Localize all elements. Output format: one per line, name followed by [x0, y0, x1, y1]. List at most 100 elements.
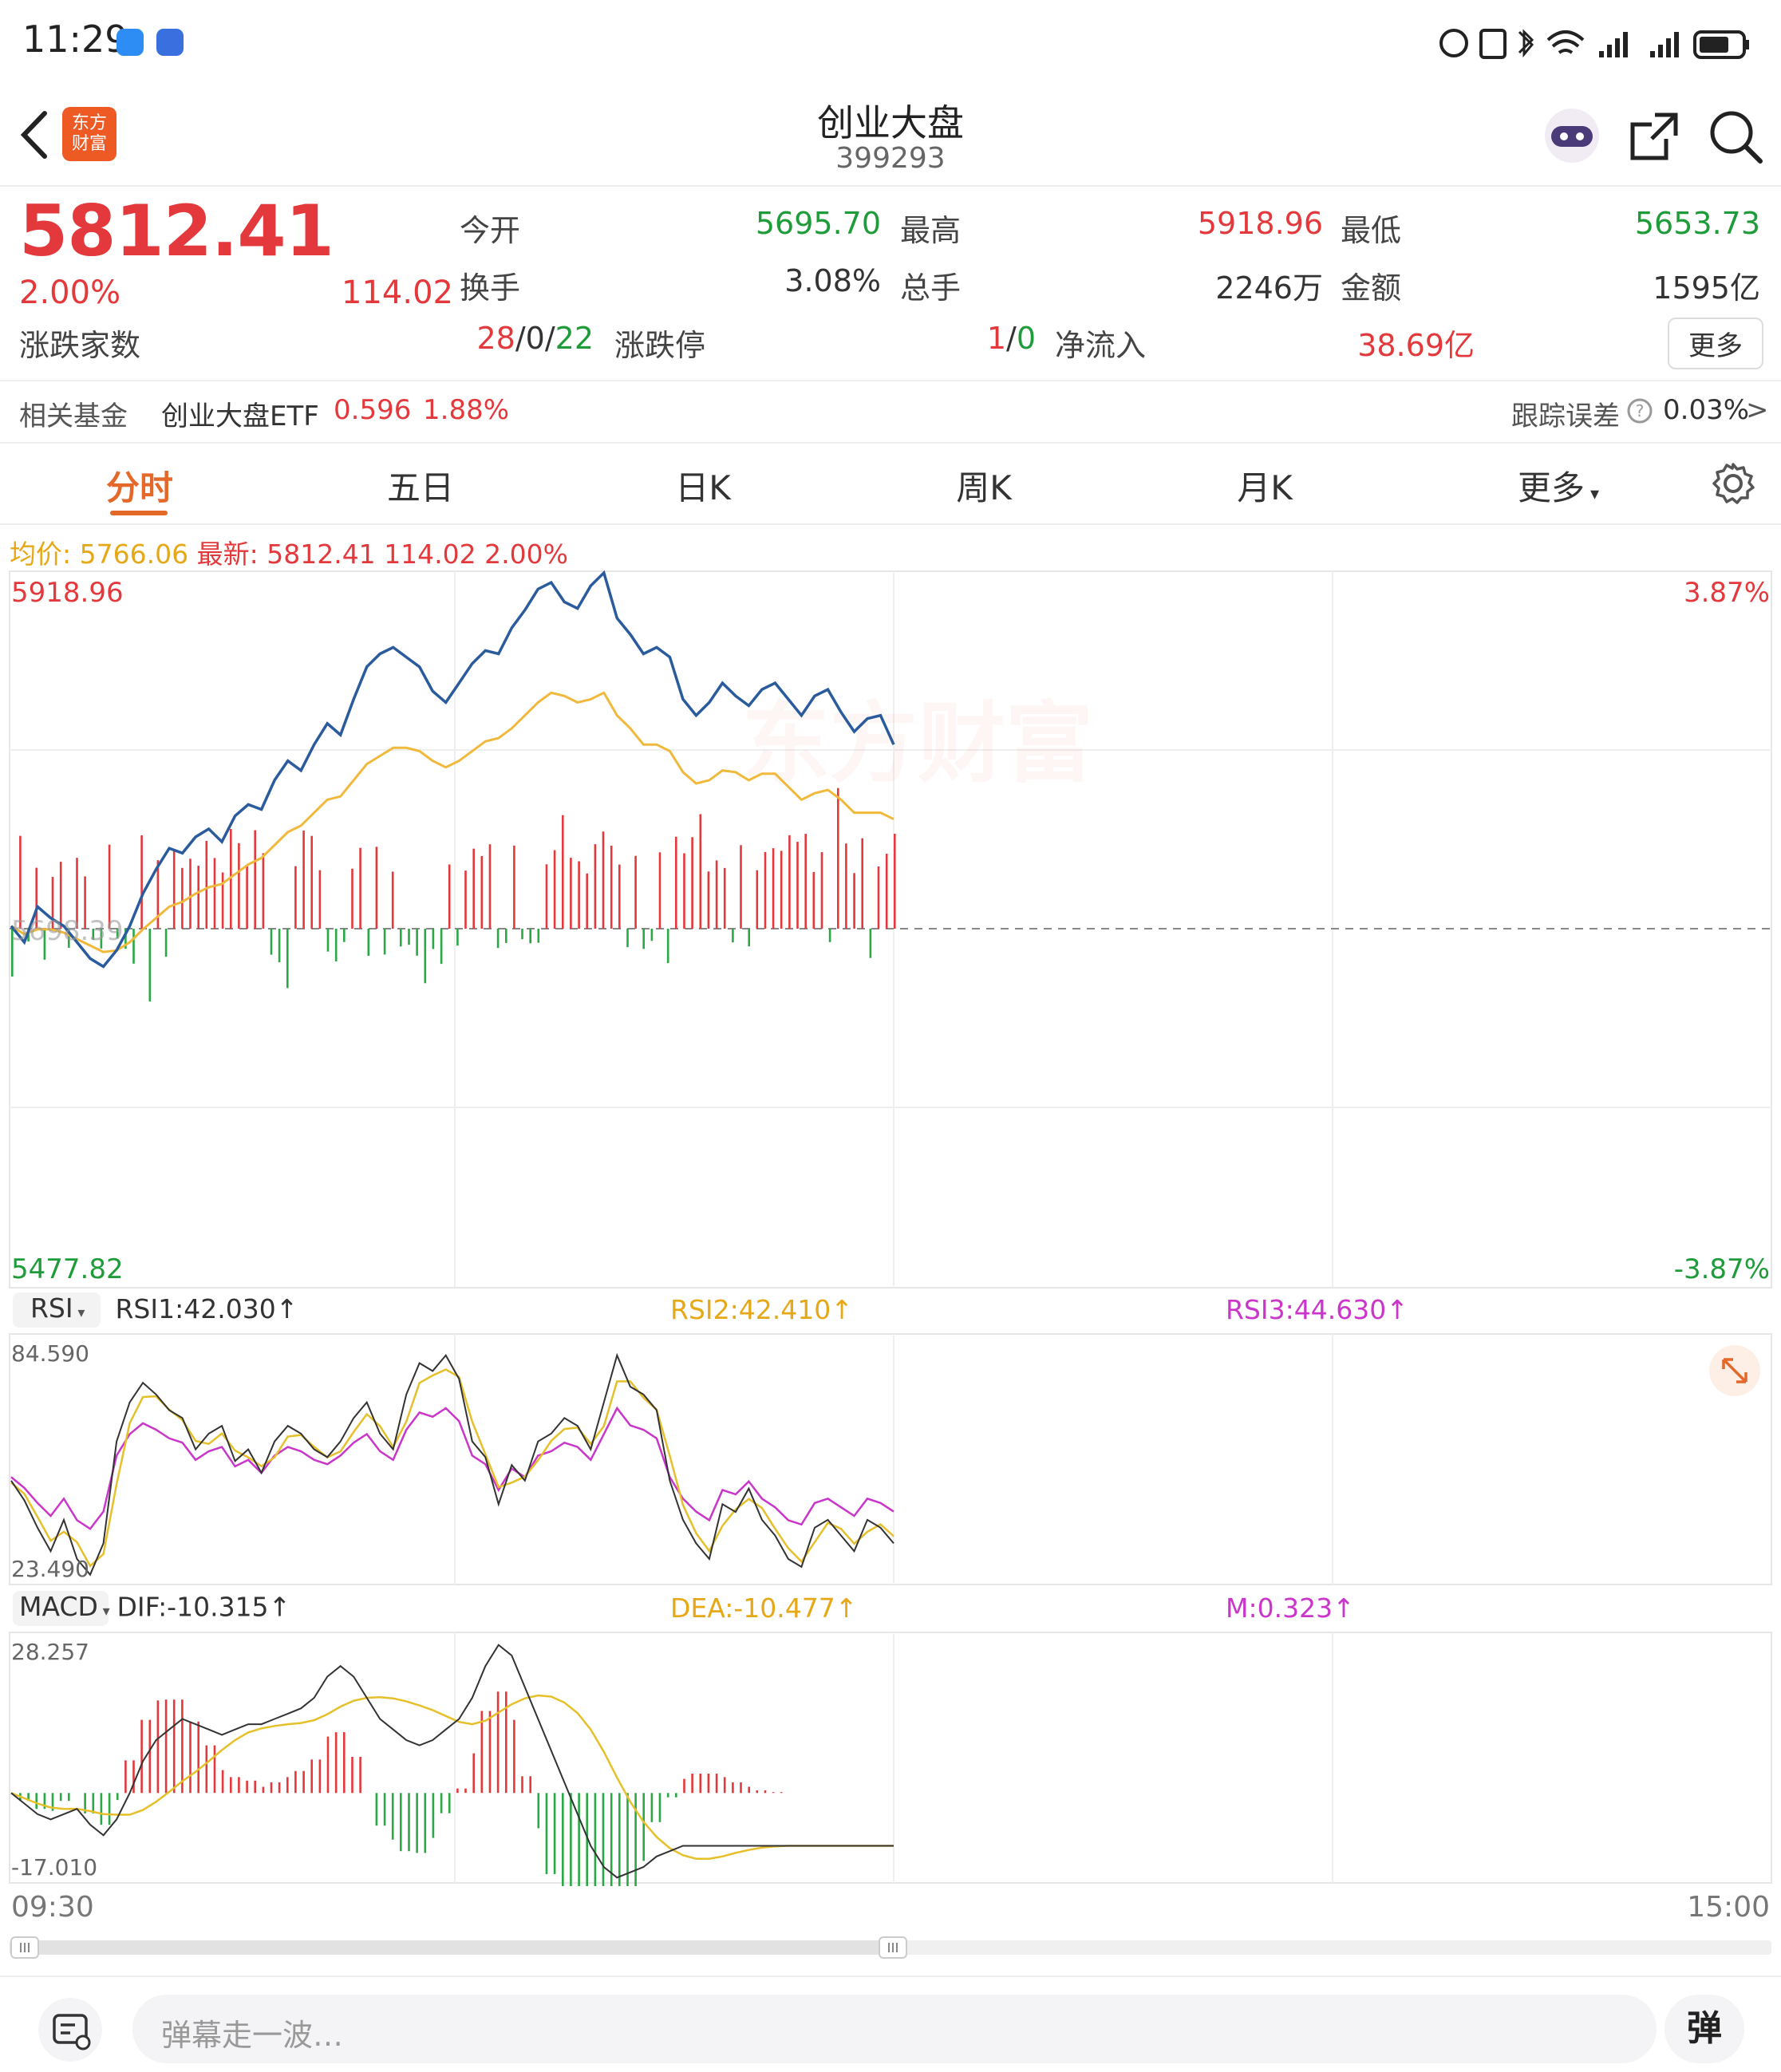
dea-value: DEA:-10.477↑ [670, 1592, 858, 1624]
high-value: 5918.96 [1197, 206, 1323, 241]
danmu-settings-icon[interactable] [37, 1996, 104, 2063]
macd-max: 28.257 [11, 1639, 89, 1665]
turnover-label: 换手 [460, 270, 521, 306]
macd-m-value: M:0.323↑ [1226, 1592, 1355, 1624]
browser-app-icon [156, 29, 184, 56]
volume-label: 总手 [900, 270, 962, 306]
fund-name[interactable]: 创业大盘ETF [161, 401, 319, 432]
danmu-input[interactable]: 弹幕走一波… [132, 1995, 1657, 2063]
bluetooth-icon [1518, 29, 1534, 58]
rsi2-line [10, 1368, 894, 1568]
average-price-line [10, 691, 894, 953]
share-icon[interactable] [1628, 110, 1680, 163]
search-icon[interactable] [1708, 109, 1763, 164]
macd-min: -17.010 [11, 1854, 97, 1881]
page-title: 创业大盘 [817, 101, 964, 144]
netflow-label: 净流入 [1055, 328, 1147, 363]
macd-chart[interactable]: 28.257 -17.010 [0, 1631, 1781, 1886]
turnover-value: 3.08% [784, 263, 881, 298]
divider [0, 1975, 1781, 1977]
low-label: 最低 [1341, 213, 1402, 248]
rsi3-value: RSI3:44.630↑ [1226, 1294, 1408, 1325]
status-time: 11:29 [22, 18, 128, 61]
breadth-value: 28/0/22 [476, 321, 594, 356]
signal-2-icon [1650, 32, 1679, 57]
robot-assistant-icon[interactable] [1540, 105, 1604, 166]
rsi-max: 84.590 [11, 1340, 89, 1367]
y-axis-ref: 5698.39 [11, 915, 124, 947]
low-value: 5653.73 [1634, 206, 1760, 241]
eastmoney-logo[interactable]: 东方 财富 [62, 107, 116, 161]
price-line [10, 570, 895, 969]
y-axis-low: 5477.82 [11, 1253, 124, 1285]
divider [0, 380, 1781, 381]
current-price: 5812.41 [19, 190, 334, 272]
watermark: 东方财富 [742, 693, 1093, 795]
rsi-legend: RSI ▾ RSI1:42.030↑ [13, 1293, 298, 1328]
netflow-value: 38.69亿 [1357, 328, 1475, 363]
pct-axis-low: -3.87% [1674, 1253, 1770, 1285]
expand-icon [1709, 1345, 1760, 1396]
rsi-selector[interactable]: RSI ▾ [13, 1293, 101, 1328]
breadth-label: 涨跌家数 [19, 328, 141, 363]
fund-label: 相关基金 [19, 401, 128, 432]
change-percent: 2.00% [19, 274, 121, 311]
tab-five-day[interactable]: 五日 [386, 468, 454, 507]
macd-histogram [19, 1691, 783, 1886]
dif-line [10, 1644, 894, 1879]
message-app-icon [116, 29, 144, 56]
back-icon[interactable] [16, 107, 54, 163]
tracking-error-value[interactable]: 0.03% [1663, 394, 1750, 426]
main-chart-legend: 均价: 5766.06 最新: 5812.41 114.02 2.00% [10, 539, 568, 570]
divider [0, 523, 1781, 525]
tab-daily-k[interactable]: 日K [675, 468, 731, 507]
tab-intraday[interactable]: 分时 [105, 468, 173, 507]
nav-bar: 东方 财富 创业大盘 399293 [0, 88, 1781, 187]
svg-text:?: ? [1636, 401, 1645, 420]
wifi-icon [1546, 30, 1585, 54]
rsi-chart[interactable]: 84.590 23.490 [0, 1332, 1781, 1588]
signal-1-icon [1599, 32, 1628, 57]
pct-axis-high: 3.87% [1684, 577, 1770, 609]
rsi2-value: RSI2:42.410↑ [670, 1294, 853, 1325]
chart-scrollbar[interactable] [0, 1934, 1781, 1963]
intraday-chart[interactable]: 东方财富 5918.96 5698.39 5477.82 3.87% -3.87… [0, 558, 1781, 1293]
change-amount: 114.02 [342, 274, 453, 311]
amount-value: 1595亿 [1653, 270, 1760, 306]
time-start: 09:30 [11, 1891, 94, 1924]
tab-indicator [110, 511, 168, 515]
volume-bars [11, 787, 896, 1002]
gear-icon[interactable] [1711, 461, 1755, 506]
limit-label: 涨跌停 [614, 328, 706, 363]
stock-code: 399293 [835, 142, 946, 175]
high-label: 最高 [900, 213, 962, 248]
fund-percent: 1.88% [423, 394, 510, 426]
scroll-handle-right [879, 1936, 907, 1959]
scroll-handle-left [10, 1936, 39, 1959]
chevron-right-icon[interactable]: > [1746, 394, 1769, 426]
tracking-error-label: 跟踪误差 [1511, 401, 1620, 432]
more-quote-button[interactable]: 更多 [1668, 318, 1763, 369]
status-bar: 11:29 [0, 0, 1781, 88]
open-label: 今开 [460, 213, 521, 248]
time-end: 15:00 [1687, 1891, 1770, 1924]
dea-line [10, 1694, 894, 1860]
battery-icon [1693, 30, 1749, 59]
tab-weekly-k[interactable]: 周K [956, 468, 1012, 507]
amount-label: 金额 [1341, 270, 1402, 306]
status-icons [1439, 29, 1749, 59]
fund-price: 0.596 [334, 394, 412, 426]
rsi-min: 23.490 [11, 1556, 89, 1582]
divider [0, 442, 1781, 444]
open-value: 5695.70 [755, 206, 881, 241]
alarm-icon [1439, 29, 1468, 57]
macd-selector[interactable]: MACD ▾ [13, 1591, 110, 1626]
danmu-toggle-button[interactable]: 弹 [1665, 1995, 1744, 2063]
y-axis-high: 5918.96 [11, 577, 124, 609]
volume-value: 2246万 [1215, 270, 1323, 306]
rsi1-line [10, 1352, 894, 1577]
help-icon[interactable]: ? [1626, 397, 1653, 424]
tab-monthly-k[interactable]: 月K [1237, 468, 1293, 507]
tab-more[interactable]: 更多 ▾ [1517, 468, 1600, 507]
nfc-icon [1479, 29, 1507, 59]
